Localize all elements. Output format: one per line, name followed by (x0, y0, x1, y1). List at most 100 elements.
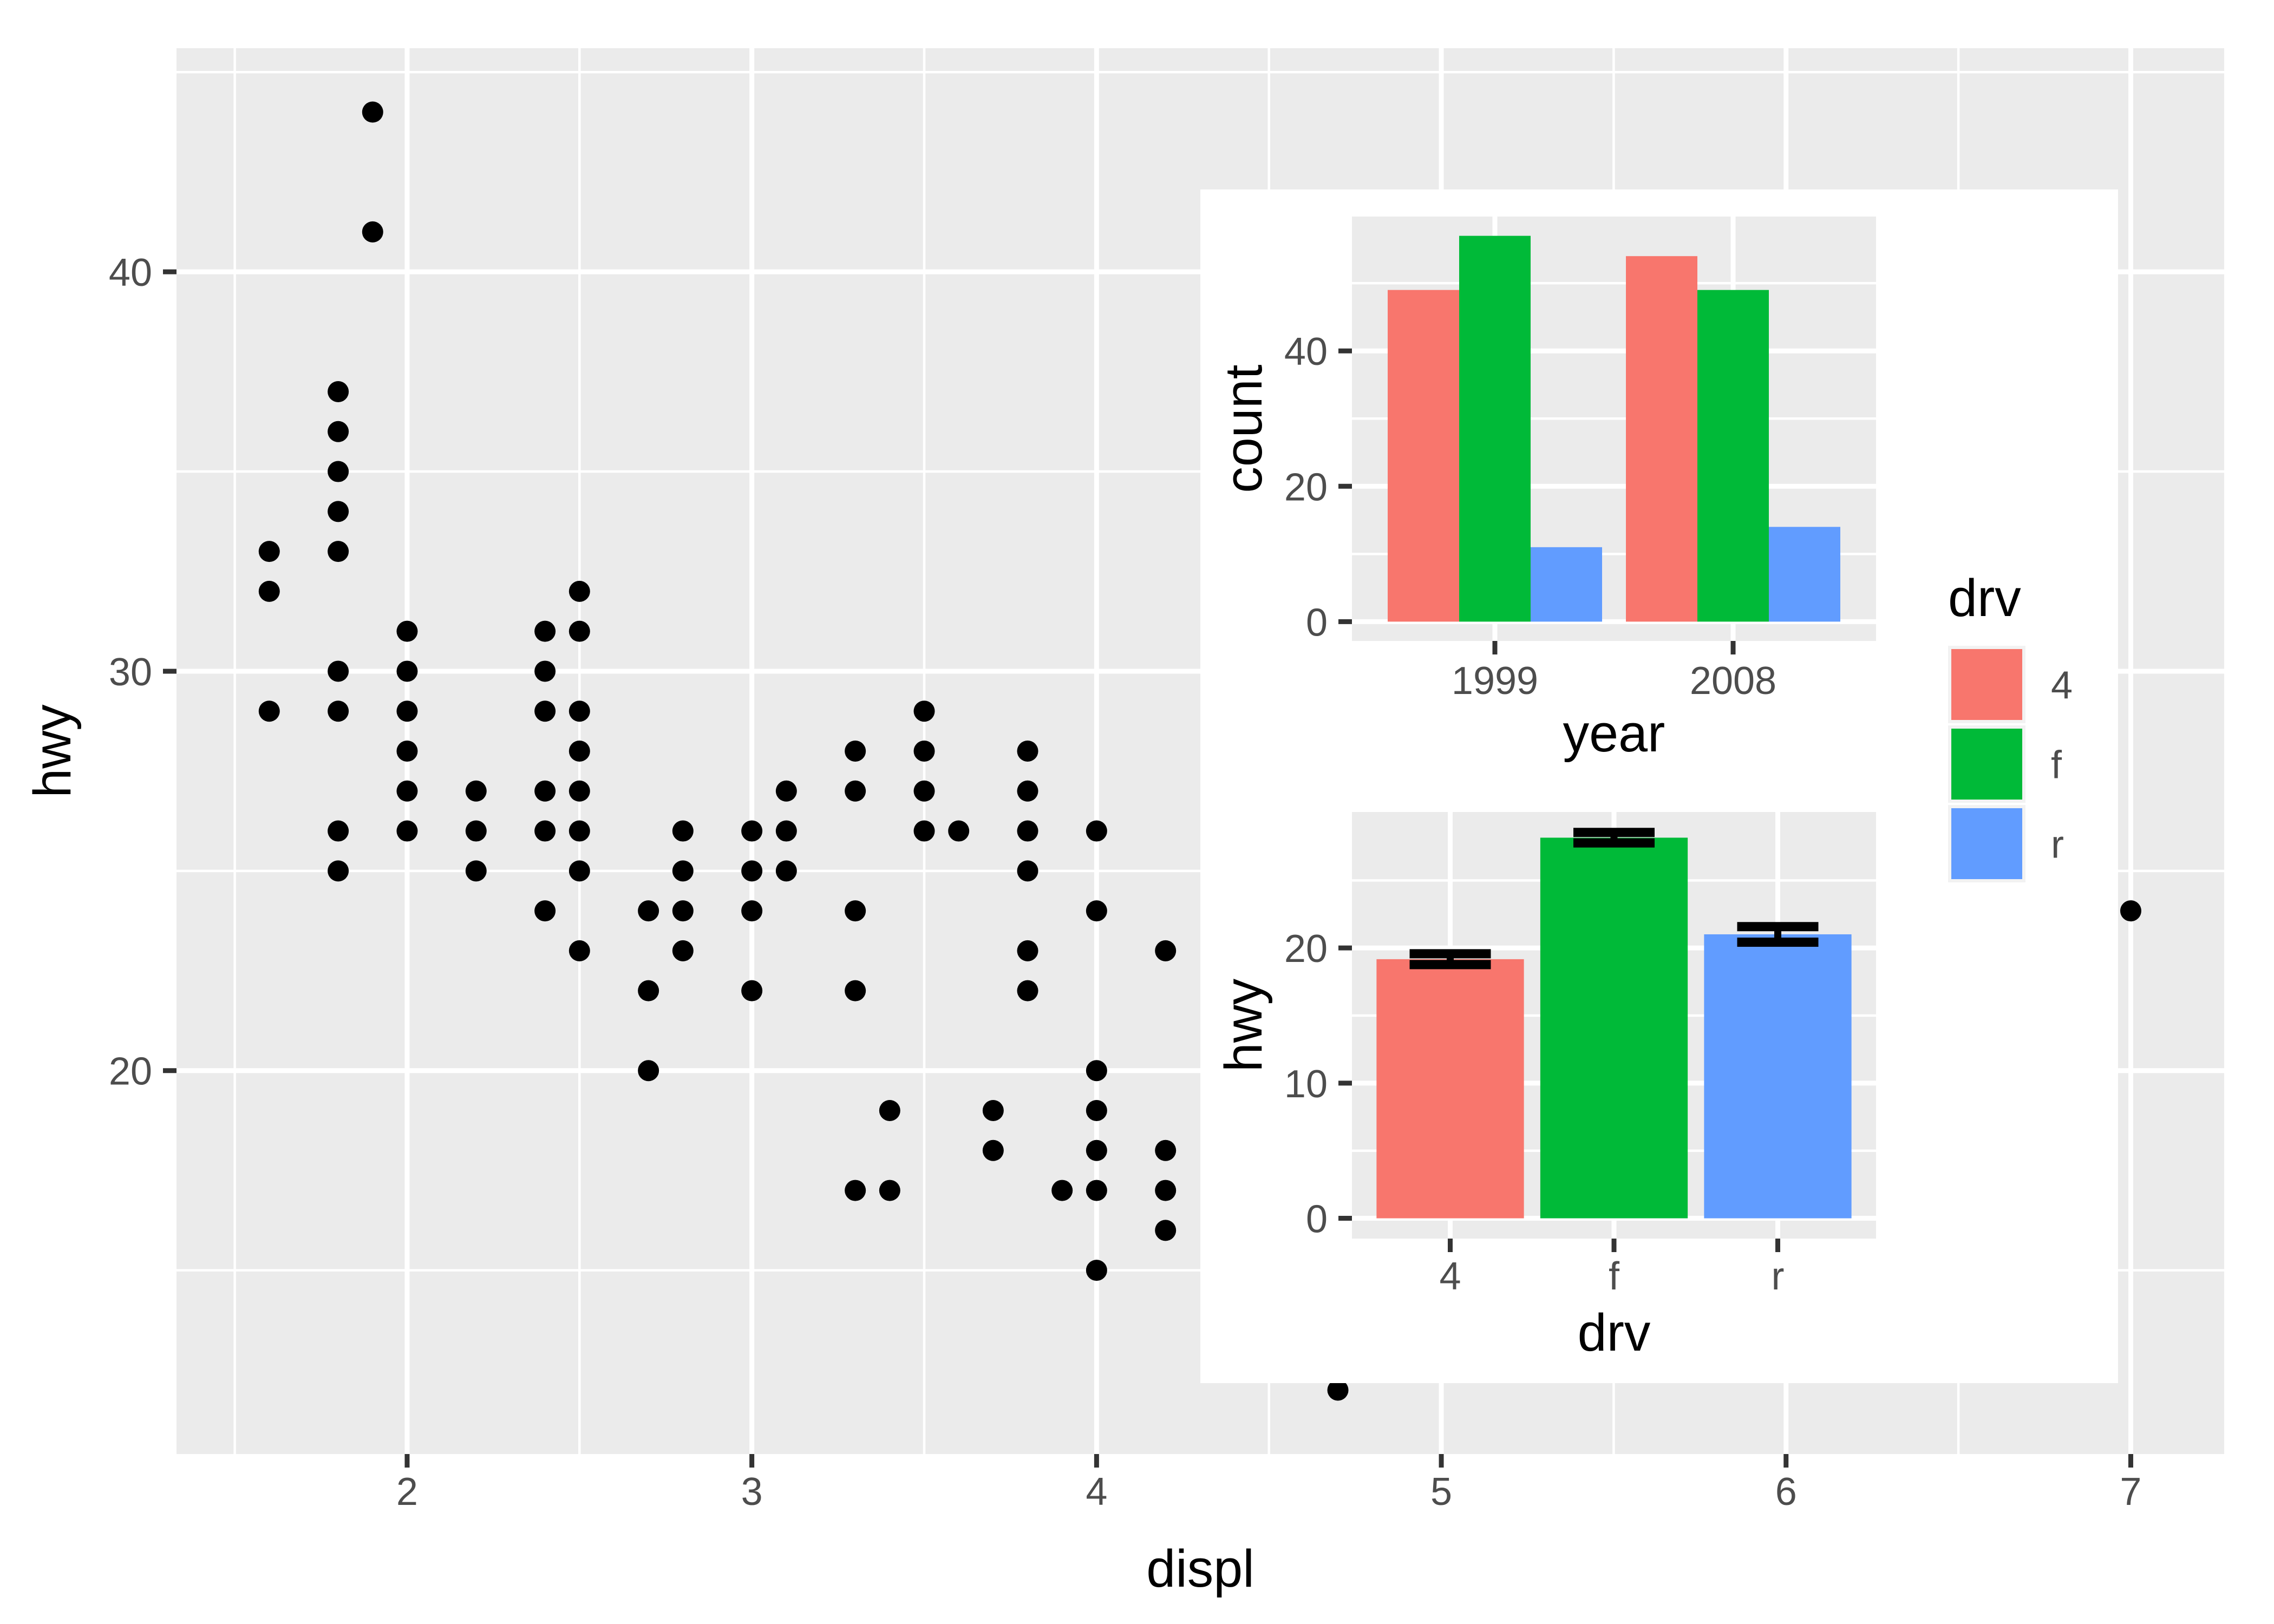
scatter-point (1086, 1060, 1107, 1082)
scatter-point (638, 900, 659, 922)
main-y-tick-label: 20 (109, 1050, 152, 1093)
main-x-axis-title: displ (1146, 1539, 1254, 1598)
scatter-point (362, 221, 383, 243)
scatter-point (845, 741, 866, 762)
hwy-y-tick-label: 0 (1306, 1198, 1328, 1241)
hwy-x-tick-label: 4 (1439, 1255, 1461, 1298)
scatter-point (328, 421, 349, 442)
scatter-point (465, 780, 487, 802)
scatter-point (328, 660, 349, 682)
scatter-point (1086, 1100, 1107, 1122)
count-x-tick-label: 1999 (1452, 659, 1538, 703)
legend-swatch-4 (1951, 649, 2022, 720)
scatter-point (1086, 1180, 1107, 1201)
hwy-by-drv-chart: 0 10 20 4 f r drv hwy (1214, 812, 1876, 1362)
scatter-point (741, 860, 763, 882)
count-bar-1999-4 (1388, 290, 1459, 622)
scatter-point (2120, 900, 2141, 922)
scatter-point (1017, 820, 1038, 842)
hwy-bar-4 (1376, 959, 1524, 1219)
scatter-point (1086, 900, 1107, 922)
main-x-tick-label: 2 (396, 1470, 418, 1514)
hwy-y-axis-title: hwy (1214, 978, 1273, 1072)
count-bar-1999-f (1459, 235, 1531, 622)
scatter-point (982, 1140, 1004, 1161)
scatter-point (913, 820, 935, 842)
scatter-point (534, 900, 556, 922)
scatter-point (982, 1100, 1004, 1122)
legend-label-r: r (2051, 823, 2064, 867)
legend-title: drv (1948, 568, 2021, 627)
scatter-point (672, 820, 694, 842)
scatter-point (672, 860, 694, 882)
scatter-point (328, 381, 349, 402)
scatter-point (913, 780, 935, 802)
scatter-point (845, 900, 866, 922)
scatter-point (396, 660, 418, 682)
scatter-point (568, 860, 590, 882)
scatter-point (741, 820, 763, 842)
hwy-y-tick-label: 10 (1284, 1063, 1328, 1106)
scatter-point (1155, 1140, 1177, 1161)
scatter-point (845, 1180, 866, 1201)
scatter-point (775, 820, 797, 842)
scatter-point (672, 900, 694, 922)
scatter-point (568, 580, 590, 602)
scatter-point (465, 820, 487, 842)
scatter-point (741, 900, 763, 922)
main-x-tick-label: 7 (2120, 1470, 2141, 1514)
scatter-point (568, 700, 590, 722)
scatter-point (638, 1060, 659, 1082)
scatter-point (1155, 940, 1177, 961)
main-y-tick-label: 30 (109, 651, 152, 694)
scatter-point (568, 820, 590, 842)
scatter-point (258, 580, 280, 602)
scatter-point (879, 1100, 900, 1122)
scatter-point (258, 700, 280, 722)
scatter-point (741, 980, 763, 1001)
scatter-point (1086, 1260, 1107, 1281)
main-y-tick-label: 40 (109, 251, 152, 294)
scatter-point (396, 780, 418, 802)
main-x-tick-label: 5 (1430, 1470, 1452, 1514)
scatter-point (328, 461, 349, 482)
scatter-point (534, 620, 556, 642)
scatter-point (396, 700, 418, 722)
scatter-point (913, 741, 935, 762)
main-x-tick-label: 6 (1775, 1470, 1797, 1514)
scatter-point (845, 780, 866, 802)
scatter-point (845, 980, 866, 1001)
scatter-point (568, 741, 590, 762)
scatter-point (1086, 820, 1107, 842)
count-by-year-chart: 0 20 40 1999 2008 year count (1214, 217, 1876, 763)
count-y-tick-label: 20 (1284, 466, 1328, 509)
count-x-tick-label: 2008 (1690, 659, 1776, 703)
scatter-point (638, 980, 659, 1001)
scatter-point (328, 700, 349, 722)
scatter-point (1017, 780, 1038, 802)
scatter-point (568, 940, 590, 961)
count-x-axis-title: year (1563, 704, 1665, 763)
hwy-y-tick-label: 20 (1284, 927, 1328, 971)
hwy-bar-f (1540, 837, 1688, 1219)
scatter-point (1051, 1180, 1073, 1201)
scatter-point (534, 780, 556, 802)
scatter-point (1086, 1140, 1107, 1161)
scatter-point (1017, 940, 1038, 961)
count-bar-2008-f (1697, 290, 1769, 622)
main-y-axis-title: hwy (23, 704, 82, 798)
scatter-point (879, 1180, 900, 1201)
count-y-tick-label: 40 (1284, 330, 1328, 374)
drv-legend: drv 4 fr (1948, 568, 2073, 882)
count-y-axis-title: count (1214, 364, 1273, 493)
scatter-point (775, 780, 797, 802)
scatter-point (362, 101, 383, 123)
scatter-point (1155, 1220, 1177, 1241)
scatter-point (465, 860, 487, 882)
scatter-point (534, 700, 556, 722)
scatter-point (1327, 1379, 1349, 1401)
main-x-tick-label: 3 (741, 1470, 763, 1514)
hwy-x-axis-title: drv (1578, 1303, 1651, 1362)
